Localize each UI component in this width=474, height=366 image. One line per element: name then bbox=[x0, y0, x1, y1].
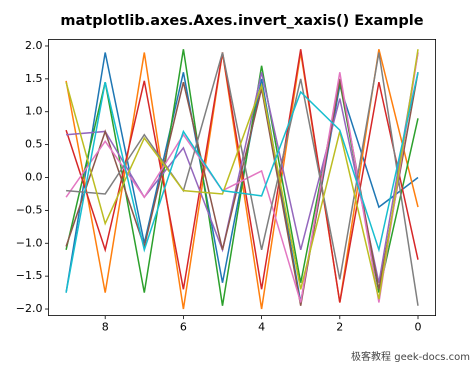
y-tick-label: −1.5 bbox=[16, 269, 43, 282]
x-tick-label: 6 bbox=[180, 321, 187, 334]
y-tick-label: 1.0 bbox=[25, 105, 43, 118]
y-tick-label: 2.0 bbox=[25, 39, 43, 52]
x-tick-label: 2 bbox=[336, 321, 343, 334]
series-line bbox=[65, 49, 419, 300]
watermark: 极客教程 geek-docs.com bbox=[351, 350, 470, 363]
chart-title: matplotlib.axes.Axes.invert_xaxis() Exam… bbox=[60, 13, 423, 29]
x-tick-label: 4 bbox=[258, 321, 265, 334]
y-tick-label: 0.5 bbox=[25, 138, 43, 151]
series-line bbox=[65, 72, 419, 293]
y-tick-label: 1.5 bbox=[25, 72, 43, 85]
x-tick-label: 8 bbox=[102, 321, 109, 334]
series-line bbox=[65, 49, 419, 310]
y-tick-label: −1.0 bbox=[16, 236, 43, 249]
y-tick-label: −0.5 bbox=[16, 203, 43, 216]
x-tick-label: 0 bbox=[415, 321, 422, 334]
y-tick-label: 0.0 bbox=[25, 171, 43, 184]
y-tick-label: −2.0 bbox=[16, 302, 43, 315]
